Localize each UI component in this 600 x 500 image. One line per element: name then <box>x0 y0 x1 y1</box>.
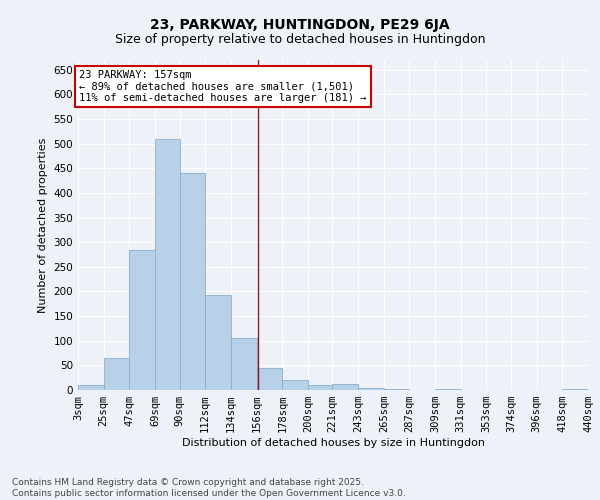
Bar <box>179 174 205 390</box>
Bar <box>562 388 588 390</box>
Text: 23, PARKWAY, HUNTINGDON, PE29 6JA: 23, PARKWAY, HUNTINGDON, PE29 6JA <box>150 18 450 32</box>
Bar <box>130 250 155 390</box>
Bar <box>155 139 179 390</box>
Text: Size of property relative to detached houses in Huntingdon: Size of property relative to detached ho… <box>115 32 485 46</box>
Text: 23 PARKWAY: 157sqm
← 89% of detached houses are smaller (1,501)
11% of semi-deta: 23 PARKWAY: 157sqm ← 89% of detached hou… <box>79 70 367 103</box>
Y-axis label: Number of detached properties: Number of detached properties <box>38 138 48 312</box>
Bar <box>435 389 461 390</box>
Bar <box>231 338 257 390</box>
Bar <box>332 384 358 390</box>
Bar <box>78 385 104 390</box>
Bar <box>358 388 384 390</box>
Bar <box>205 296 231 390</box>
X-axis label: Distribution of detached houses by size in Huntingdon: Distribution of detached houses by size … <box>182 438 485 448</box>
Text: Contains HM Land Registry data © Crown copyright and database right 2025.
Contai: Contains HM Land Registry data © Crown c… <box>12 478 406 498</box>
Bar <box>104 358 130 390</box>
Bar <box>308 385 332 390</box>
Bar <box>257 368 282 390</box>
Bar <box>282 380 308 390</box>
Bar <box>384 389 409 390</box>
